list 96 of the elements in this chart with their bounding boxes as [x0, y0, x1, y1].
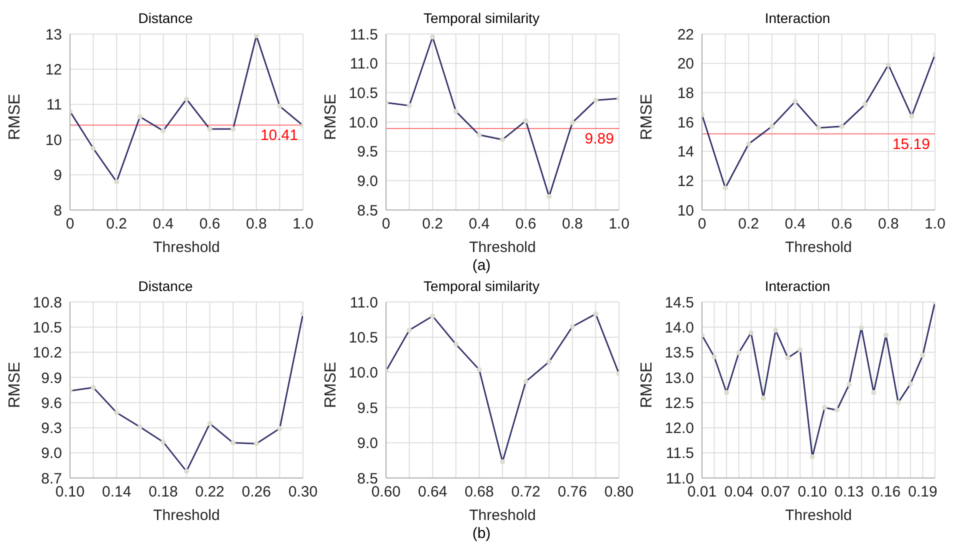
y-axis-title: RMSE: [6, 94, 24, 140]
x-axis-title: Threshold: [469, 239, 536, 256]
y-tick-label: 14.5: [664, 294, 694, 312]
x-tick-label: 0.14: [102, 484, 132, 501]
x-axis-title: Threshold: [153, 239, 220, 256]
y-tick-label: 12.5: [664, 394, 694, 412]
x-tick-label: 0.16: [871, 484, 901, 501]
y-tick-label: 20: [677, 56, 694, 73]
y-tick-label: 12: [45, 62, 62, 79]
x-tick-label: 0.4: [784, 216, 806, 233]
x-tick-label: 0.8: [246, 216, 267, 233]
y-axis-title: RMSE: [322, 94, 340, 140]
x-tick-label: 0.13: [834, 484, 864, 501]
x-tick-label: 0.26: [242, 484, 271, 501]
y-tick-label: 10.0: [348, 364, 378, 382]
x-tick-label: 0.18: [148, 484, 178, 501]
y-axis-title: RMSE: [322, 362, 340, 408]
y-tick-label: 22: [677, 26, 694, 44]
x-tick-label: 1.0: [608, 216, 630, 233]
y-tick-label: 9.5: [357, 144, 378, 161]
x-tick-label: 0.10: [798, 484, 827, 501]
y-axis-title: RMSE: [638, 94, 656, 140]
ref-line-label: 15.19: [892, 136, 930, 153]
chart-title: Temporal similarity: [422, 9, 540, 28]
x-tick-label: 0.64: [418, 484, 448, 501]
y-tick-label: 10.0: [348, 114, 378, 132]
y-tick-label: 11.5: [350, 26, 378, 44]
y-tick-label: 13: [45, 26, 62, 44]
y-tick-label: 10.5: [32, 319, 62, 336]
y-tick-label: 18: [677, 84, 694, 102]
y-tick-label: 10: [45, 132, 62, 149]
y-tick-label: 9.5: [357, 400, 378, 417]
y-tick-label: 9.0: [357, 172, 378, 190]
y-tick-label: 9.6: [41, 394, 62, 412]
y-tick-label: 13.5: [664, 344, 694, 362]
x-tick-label: 0.4: [468, 216, 490, 233]
chart-title: Distance: [137, 9, 194, 28]
y-tick-label: 12.0: [664, 420, 694, 438]
x-axis-title: Threshold: [469, 507, 536, 524]
x-tick-label: 0.22: [195, 484, 224, 501]
y-tick-label: 11: [46, 96, 62, 114]
x-tick-label: 0: [382, 216, 390, 233]
y-tick-label: 13.0: [664, 370, 694, 387]
chart-title: Interaction: [764, 9, 832, 28]
y-tick-label: 14: [677, 144, 694, 161]
x-tick-label: 0.6: [515, 216, 536, 233]
y-tick-label: 10.2: [32, 344, 62, 362]
x-tick-label: 0.72: [511, 484, 540, 501]
x-tick-label: 0.80: [604, 484, 634, 501]
x-tick-label: 0.04: [724, 484, 754, 501]
y-tick-label: 10.8: [32, 294, 62, 312]
ref-line-label: 10.41: [260, 127, 298, 144]
x-tick-label: 0.07: [760, 484, 790, 501]
y-axis-title: RMSE: [638, 362, 656, 408]
y-tick-label: 10.5: [348, 84, 378, 102]
y-tick-label: 14.0: [664, 319, 694, 336]
chart-title: Temporal similarity: [422, 277, 540, 296]
x-axis-title: Threshold: [153, 507, 220, 524]
x-tick-label: 0.2: [422, 216, 444, 233]
y-tick-label: 9.0: [41, 445, 62, 462]
y-tick-label: 16: [677, 114, 694, 132]
x-tick-label: 0.8: [562, 216, 583, 233]
y-tick-label: 9: [54, 167, 62, 184]
y-tick-label: 9.9: [41, 370, 62, 387]
x-tick-label: 0.68: [464, 484, 494, 501]
y-tick-label: 12: [677, 172, 694, 190]
y-tick-label: 9.0: [357, 435, 378, 452]
x-tick-label: 1.0: [924, 216, 946, 233]
y-tick-label: 9.3: [41, 420, 62, 438]
x-axis-title: Threshold: [785, 239, 852, 256]
x-tick-label: 0.76: [558, 484, 587, 501]
chart-title: Distance: [137, 277, 194, 296]
x-tick-label: 1.0: [292, 216, 314, 233]
text: (b): [472, 525, 491, 542]
y-tick-label: 10.5: [348, 330, 378, 347]
x-tick-label: 0.19: [908, 484, 938, 501]
x-tick-label: 0.6: [199, 216, 220, 233]
x-tick-label: 0.6: [831, 216, 852, 233]
y-tick-label: 8: [54, 202, 62, 220]
x-tick-label: 0.4: [152, 216, 174, 233]
x-tick-label: 0.2: [738, 216, 760, 233]
x-tick-label: 0: [66, 216, 74, 233]
y-tick-label: 8.5: [357, 202, 378, 220]
y-tick-label: 11.5: [666, 445, 694, 462]
chart-title: Interaction: [764, 277, 832, 296]
x-tick-label: 0: [698, 216, 706, 233]
ref-line-label: 9.89: [584, 130, 614, 148]
y-tick-label: 10: [677, 202, 694, 220]
text: (a): [472, 257, 491, 274]
x-tick-label: 0.2: [106, 216, 128, 233]
y-tick-label: 11.0: [350, 294, 378, 312]
x-tick-label: 0.30: [288, 484, 318, 501]
y-tick-label: 11.0: [350, 56, 378, 73]
x-tick-label: 0.8: [878, 216, 899, 233]
y-axis-title: RMSE: [6, 362, 24, 408]
x-axis-title: Threshold: [785, 507, 852, 524]
